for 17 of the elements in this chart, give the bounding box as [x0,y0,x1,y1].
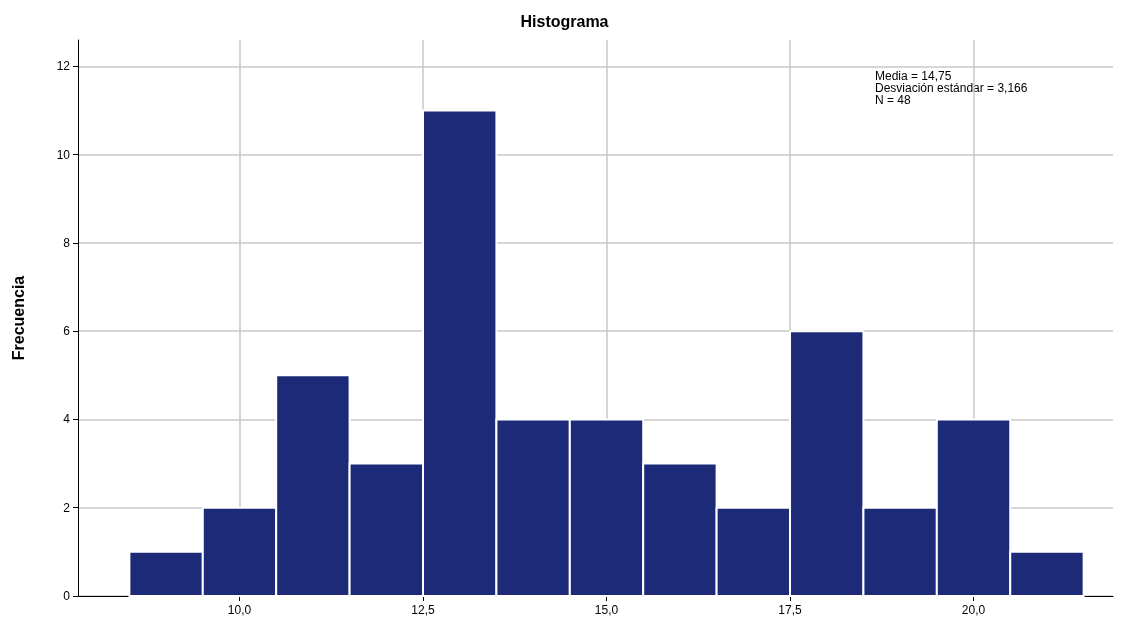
annotation: Desviación estándar = 3,166 [875,81,1028,95]
y-tick-label: 4 [63,412,71,427]
x-tick-label: 17,5 [778,603,803,617]
x-tick-label: 15,0 [594,603,619,617]
y-axis-title: Frecuencia [9,275,27,361]
y-tick-label: 2 [63,500,71,515]
x-tick-label: 10,0 [227,603,252,617]
chart-title: Histograma [520,12,609,30]
y-tick-label: 0 [63,589,71,603]
x-tick-label: 12,5 [411,603,435,617]
x-tick-label: 20,0 [961,603,986,617]
y-tick-label: 12 [56,59,71,74]
y-tick-label: 10 [56,147,71,162]
y-tick-label: 8 [63,235,71,250]
annotation: Media = 14,75 [875,69,952,83]
annotation: N = 48 [875,93,912,107]
y-tick-label: 6 [63,324,71,339]
